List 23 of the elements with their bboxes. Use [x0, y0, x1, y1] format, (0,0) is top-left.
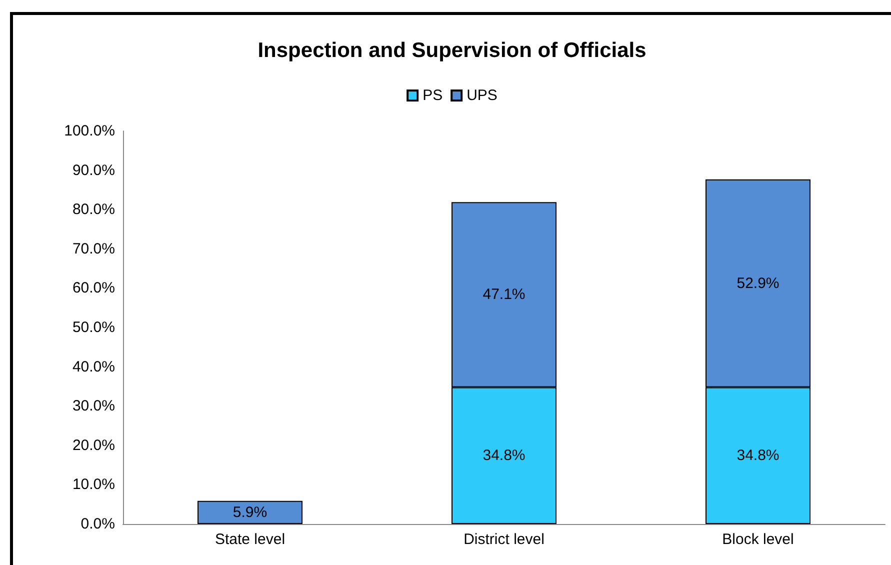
y-tick-label: 90.0%	[72, 162, 115, 179]
y-tick-label: 0.0%	[80, 516, 115, 532]
bar	[198, 500, 302, 524]
y-tick-label: 50.0%	[72, 319, 115, 336]
x-tick-label: Block level	[722, 531, 794, 548]
legend-label: UPS	[466, 87, 498, 104]
y-tick-label: 30.0%	[72, 398, 115, 415]
y-tick-label: 10.0%	[72, 476, 115, 494]
chart-title: Inspection and Supervision of Officials	[258, 39, 646, 62]
y-tick-label: 100.0%	[64, 122, 115, 140]
y-tick-label: 20.0%	[72, 436, 115, 454]
x-tick-label: State level	[214, 531, 286, 548]
data-label: 34.8%	[482, 447, 526, 464]
data-label: 34.8%	[736, 447, 780, 464]
data-label: 5.9%	[232, 504, 268, 521]
x-tick-label: District level	[464, 531, 544, 548]
y-tick-label: 60.0%	[72, 280, 115, 297]
legend-label: PS	[422, 87, 443, 104]
y-tick-label: 70.0%	[72, 240, 115, 258]
data-label: 47.1%	[482, 286, 526, 304]
y-tick-label: 40.0%	[72, 358, 115, 376]
data-label: 52.9%	[736, 274, 780, 292]
y-tick-label: 80.0%	[72, 201, 115, 218]
